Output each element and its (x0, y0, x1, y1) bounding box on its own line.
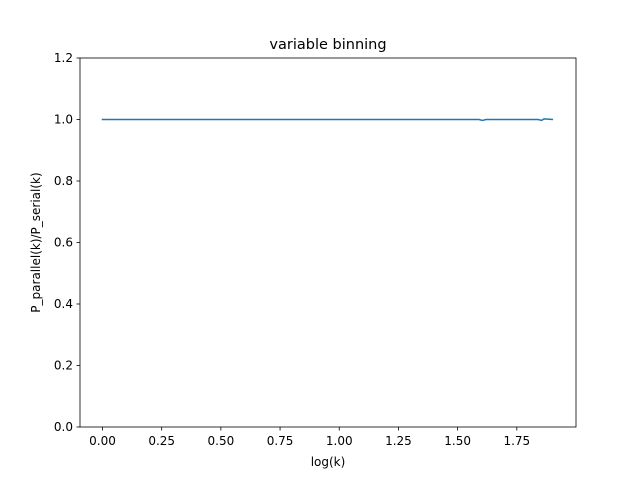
y-tick-label: 1.0 (54, 113, 73, 127)
x-tick-label: 1.25 (385, 434, 412, 448)
x-axis-label: log(k) (311, 455, 346, 469)
x-tick-label: 0.25 (148, 434, 175, 448)
x-axis-ticks: 0.00 0.25 0.50 0.75 1.00 1.25 1.50 1.75 (89, 427, 530, 448)
y-tick-label: 1.2 (54, 51, 73, 65)
chart-title: variable binning (269, 37, 386, 53)
x-tick-label: 0.50 (208, 434, 235, 448)
y-tick-label: 0.0 (54, 420, 73, 434)
y-axis-ticks: 0.0 0.2 0.4 0.6 0.8 1.0 1.2 (54, 51, 80, 434)
y-tick-label: 0.6 (54, 236, 73, 250)
y-axis-label: P_parallel(k)/P_serial(k) (29, 172, 43, 312)
series-layer (101, 118, 554, 122)
y-tick-label: 0.4 (54, 297, 73, 311)
x-tick-label: 1.75 (503, 434, 530, 448)
y-tick-label: 0.2 (54, 359, 73, 373)
series-line-0 (101, 118, 554, 122)
x-tick-label: 1.50 (444, 434, 471, 448)
y-tick-label: 0.8 (54, 174, 73, 188)
x-tick-label: 0.75 (267, 434, 294, 448)
x-tick-label: 0.00 (89, 434, 116, 448)
x-tick-label: 1.00 (326, 434, 353, 448)
